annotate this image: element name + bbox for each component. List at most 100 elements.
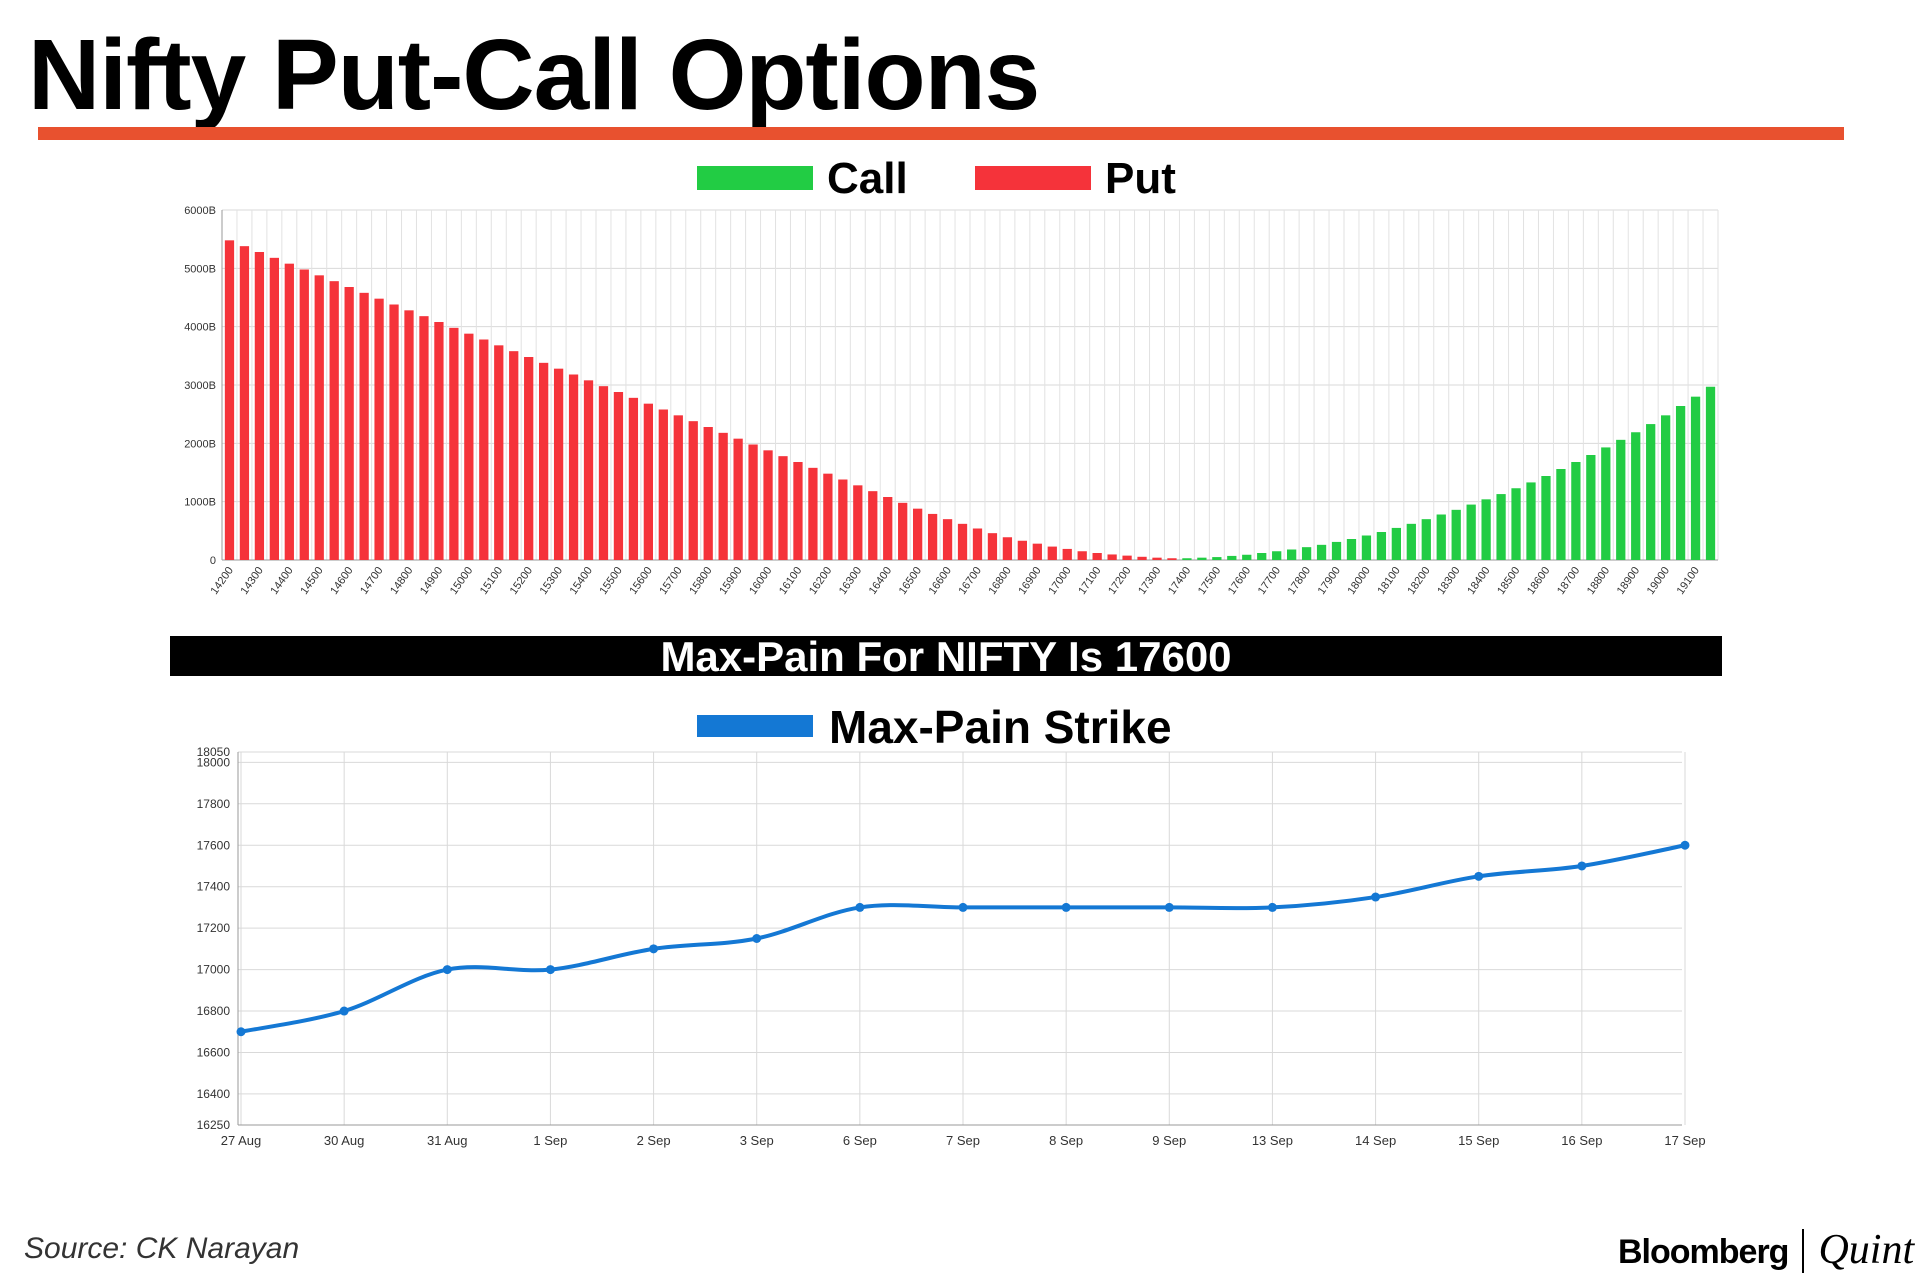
put-bar — [748, 444, 758, 560]
line-x-tick-label: 16 Sep — [1561, 1133, 1602, 1148]
max-pain-line-chart: 16250 16400 16600 16800 17000 17200 17400 17600… — [197, 701, 1706, 1148]
put-bar — [464, 333, 474, 560]
bar-y-tick-label: 4000B — [184, 322, 216, 334]
put-bar — [628, 397, 639, 560]
max-pain-point — [545, 965, 555, 975]
bar-x-tick-label: 15200 — [508, 565, 535, 597]
call-bar — [1182, 558, 1192, 560]
call-legend-label: Call — [827, 154, 908, 203]
put-bar — [942, 519, 953, 560]
put-bar — [718, 432, 728, 560]
put-bar — [913, 508, 923, 560]
put-bar — [598, 386, 609, 560]
line-y-tick-label: 16250 — [197, 1118, 231, 1132]
put-bar — [329, 281, 339, 560]
line-x-tick-label: 3 Sep — [740, 1133, 774, 1148]
bar-x-tick-label: 19000 — [1645, 565, 1672, 597]
bar-x-tick-label: 18300 — [1435, 565, 1462, 597]
max-pain-point — [339, 1006, 349, 1016]
call-bar — [1227, 555, 1237, 560]
put-bar — [793, 462, 803, 560]
bar-x-tick-label: 16900 — [1016, 565, 1043, 597]
put-bar — [1002, 537, 1013, 560]
put-bar — [898, 502, 908, 560]
bar-x-tick-label: 15100 — [478, 565, 505, 597]
bar-x-tick-label: 14400 — [268, 565, 295, 597]
put-bar — [673, 415, 683, 560]
max-pain-point — [442, 965, 452, 975]
line-x-tick-label: 15 Sep — [1458, 1133, 1499, 1148]
put-bar — [1062, 548, 1072, 560]
bar-y-tick-label: 5000B — [184, 263, 216, 275]
bar-x-tick-label: 14600 — [328, 565, 355, 597]
max-pain-point — [649, 944, 659, 954]
bar-x-tick-label: 18500 — [1495, 565, 1522, 597]
bar-x-tick-label: 18900 — [1615, 565, 1642, 597]
bar-x-tick-label: 15000 — [448, 565, 475, 597]
put-bar — [613, 392, 624, 560]
call-bar — [1406, 523, 1416, 560]
source-credit: Source: CK Narayan — [24, 1232, 300, 1265]
line-y-tick-label: 17600 — [197, 838, 231, 852]
line-y-tick-label: 16400 — [197, 1087, 231, 1101]
call-bar — [1466, 504, 1476, 560]
line-x-tick-label: 13 Sep — [1252, 1133, 1293, 1148]
bar-x-tick-label: 14700 — [358, 565, 385, 597]
call-bar — [1346, 539, 1357, 560]
bar-x-tick-label: 18100 — [1375, 565, 1402, 597]
call-bar — [1675, 406, 1686, 560]
put-bar — [1167, 558, 1177, 560]
bar-x-tick-label: 14300 — [238, 565, 265, 597]
put-bar — [344, 287, 354, 560]
put-bar — [568, 374, 579, 560]
put-bar — [479, 339, 489, 560]
bar-x-tick-label: 16800 — [986, 565, 1013, 597]
max-pain-point — [1474, 871, 1484, 881]
bar-x-tick-label: 16300 — [837, 565, 864, 597]
max-pain-point — [1577, 861, 1587, 871]
call-bar — [1287, 549, 1297, 560]
bar-x-tick-label: 14900 — [418, 565, 445, 597]
bar-x-tick-label: 18800 — [1585, 565, 1612, 597]
line-x-tick-label: 9 Sep — [1152, 1133, 1186, 1148]
bar-x-tick-label: 17200 — [1106, 565, 1133, 597]
bar-y-tick-label: 1000B — [184, 497, 216, 509]
call-bar — [1526, 482, 1536, 560]
bar-x-tick-label: 16400 — [867, 565, 894, 597]
bar-y-tick-label: 3000B — [184, 380, 216, 392]
put-bar — [883, 497, 893, 560]
call-bar — [1690, 396, 1701, 560]
put-bar — [1107, 554, 1117, 560]
line-y-tick-label: 17800 — [197, 797, 231, 811]
bar-x-tick-label: 17000 — [1046, 565, 1073, 597]
put-bar — [224, 240, 235, 561]
call-bar — [1541, 476, 1551, 560]
put-bar — [1137, 556, 1147, 560]
call-bar — [1496, 494, 1506, 560]
call-bar — [1421, 519, 1431, 560]
call-bar — [1316, 544, 1327, 560]
line-x-tick-label: 27 Aug — [221, 1133, 262, 1148]
bar-x-tick-label: 17500 — [1196, 565, 1223, 597]
max-pain-legend-label: Max-Pain Strike — [829, 701, 1172, 753]
put-bar — [419, 316, 429, 560]
line-x-tick-label: 2 Sep — [637, 1133, 671, 1148]
put-bar — [509, 351, 519, 560]
bar-x-tick-label: 16600 — [927, 565, 954, 597]
put-bar — [389, 304, 399, 560]
brand-separator — [1802, 1229, 1805, 1273]
call-bar — [1586, 455, 1596, 560]
put-bar — [808, 467, 818, 560]
bar-x-tick-label: 17900 — [1316, 565, 1343, 597]
banner-background — [170, 636, 1722, 676]
page-title: Nifty Put-Call Options — [28, 19, 1040, 131]
put-bar — [957, 523, 968, 560]
call-bar — [1571, 462, 1581, 560]
put-bar — [987, 533, 998, 560]
bar-x-tick-label: 17100 — [1076, 565, 1103, 597]
call-legend-swatch — [697, 166, 813, 190]
put-bar — [688, 421, 698, 560]
bar-x-tick-label: 16100 — [777, 565, 804, 597]
max-pain-point — [1061, 902, 1071, 912]
